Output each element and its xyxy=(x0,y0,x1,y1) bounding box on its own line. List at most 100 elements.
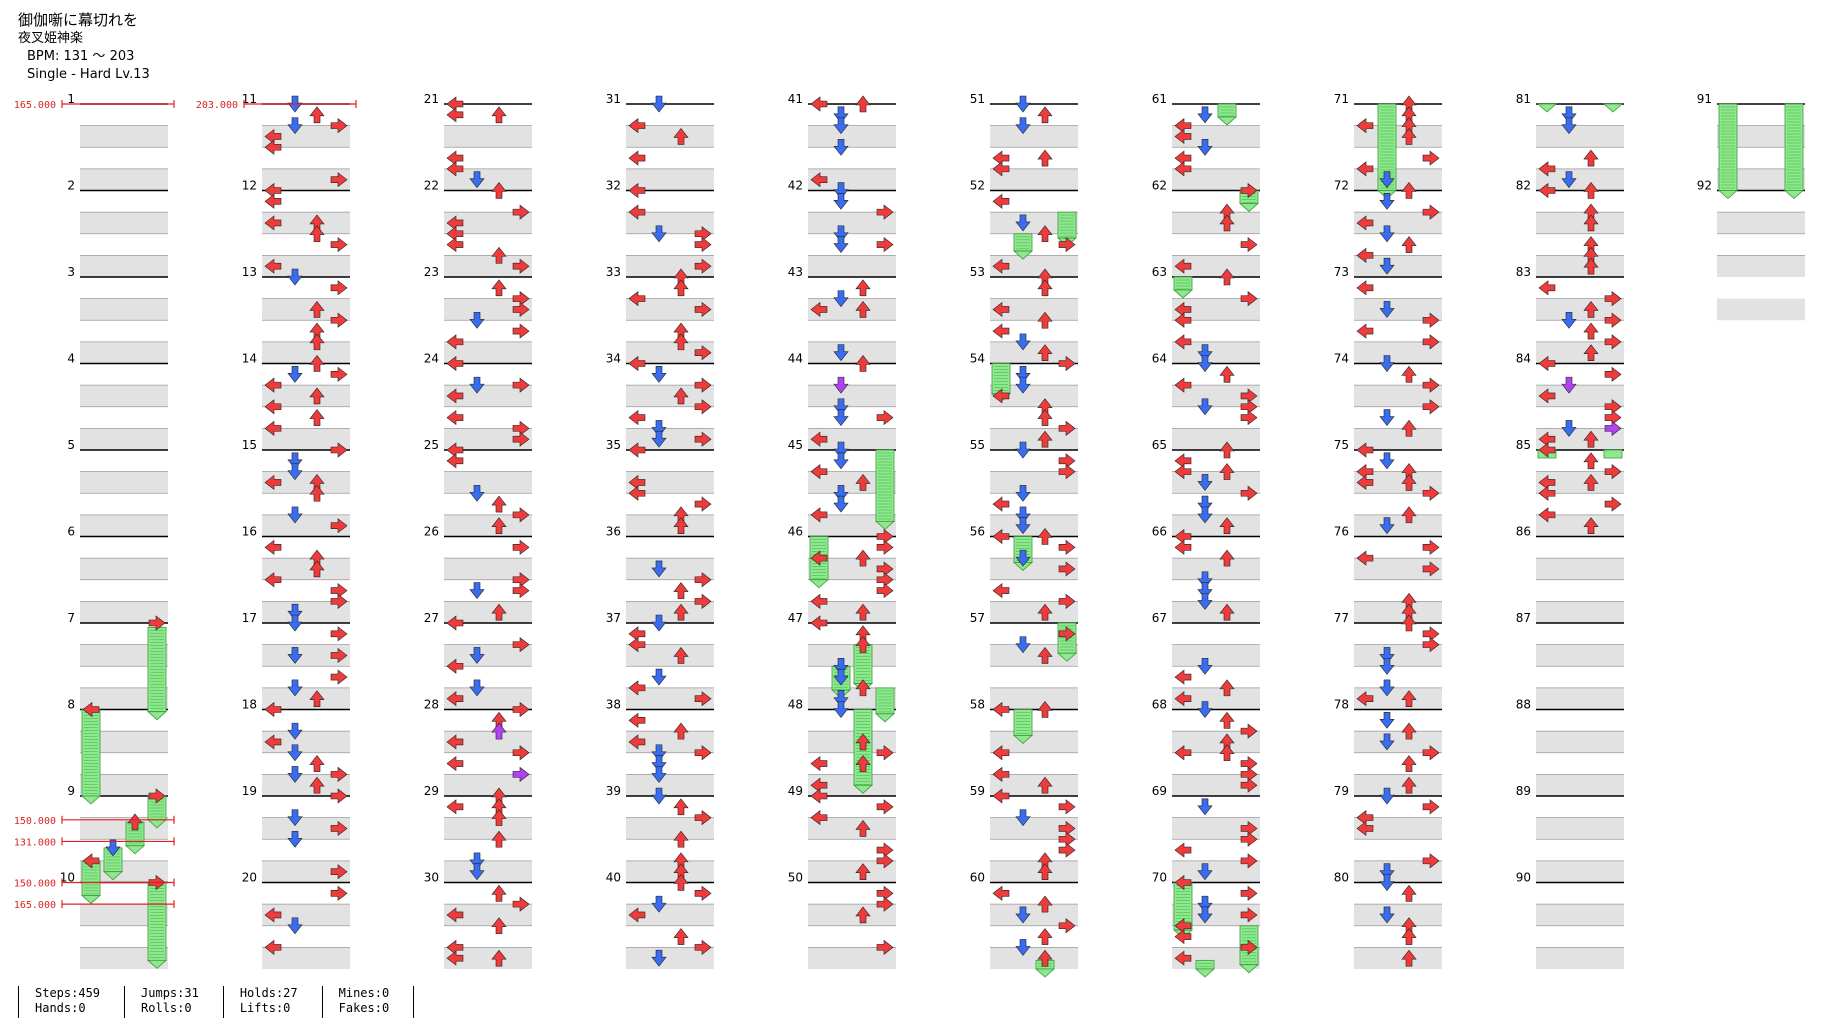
arrow-shape xyxy=(651,430,667,448)
arrow-shape xyxy=(673,387,689,405)
step-arrow xyxy=(1174,918,1192,934)
arrow-shape xyxy=(1015,117,1031,135)
step-arrow xyxy=(446,334,464,350)
measure-number: 60 xyxy=(970,871,985,885)
step-arrow xyxy=(992,582,1010,599)
step-arrow xyxy=(673,387,689,405)
step-arrow xyxy=(446,355,464,372)
arrow-shape xyxy=(992,582,1010,599)
step-arrow xyxy=(446,453,464,469)
step-arrow xyxy=(1422,637,1440,653)
hold-tail xyxy=(852,784,874,794)
stat-holds: Holds:27 xyxy=(239,986,298,1000)
beat-band xyxy=(1536,644,1624,667)
step-arrow xyxy=(446,907,464,923)
arrow-shape xyxy=(1356,550,1374,566)
step-arrow xyxy=(1219,214,1235,232)
arrow-shape xyxy=(1422,485,1440,501)
arrow-shape xyxy=(1401,928,1417,945)
beat-band xyxy=(262,947,350,969)
step-arrow xyxy=(309,560,325,578)
arrow-shape xyxy=(992,745,1010,761)
arrow-shape xyxy=(992,528,1010,545)
arrow-shape xyxy=(1015,333,1031,351)
step-arrow xyxy=(446,236,464,253)
beat-band xyxy=(1172,255,1260,277)
arrow-shape xyxy=(694,236,712,253)
arrow-shape xyxy=(694,399,712,415)
arrow-shape xyxy=(1401,182,1417,199)
arrow-shape xyxy=(1058,539,1076,555)
step-arrow xyxy=(1401,473,1417,491)
arrow-shape xyxy=(1604,291,1622,307)
step-arrow xyxy=(855,603,871,621)
beat-band xyxy=(626,947,714,969)
arrow-shape xyxy=(673,279,689,297)
arrow-shape xyxy=(876,204,894,220)
beat-band xyxy=(1172,514,1260,537)
arrow-shape xyxy=(1379,257,1395,275)
arrow-shape xyxy=(1219,441,1235,459)
arrow-shape xyxy=(1219,268,1235,286)
step-arrow xyxy=(309,300,325,318)
arrow-shape xyxy=(287,679,303,697)
step-arrow xyxy=(1379,452,1395,470)
beat-band xyxy=(990,731,1078,753)
arrow-shape xyxy=(1422,150,1440,166)
beat-band xyxy=(80,125,168,148)
arrow-shape xyxy=(673,874,689,891)
arrow-shape xyxy=(309,333,325,351)
arrow-shape xyxy=(1538,485,1556,501)
step-arrow xyxy=(855,819,871,837)
hold-tail xyxy=(1194,968,1216,978)
measure-number: 56 xyxy=(970,525,985,539)
arrow-shape xyxy=(127,813,143,831)
arrow-shape xyxy=(876,582,894,599)
step-arrow xyxy=(1240,409,1258,426)
beat-band xyxy=(1536,774,1624,796)
step-arrow xyxy=(855,549,871,567)
measure-26: 26 xyxy=(424,525,532,623)
step-arrow xyxy=(1015,809,1031,827)
arrow-shape xyxy=(992,150,1010,166)
beat-band xyxy=(808,860,896,883)
arrow-shape xyxy=(628,118,646,134)
step-arrow xyxy=(876,539,894,555)
arrow-shape xyxy=(1379,409,1395,427)
beat-band xyxy=(444,385,532,407)
arrow-shape xyxy=(446,691,464,707)
beat-band xyxy=(626,471,714,494)
arrow-shape xyxy=(1401,419,1417,437)
step-arrow xyxy=(992,788,1010,804)
step-arrow xyxy=(1561,420,1577,437)
step-arrow xyxy=(855,636,871,653)
arrow-shape xyxy=(1037,409,1053,426)
beat-band xyxy=(808,731,896,753)
step-arrow xyxy=(1058,355,1076,372)
arrow-shape xyxy=(833,701,849,718)
step-arrow xyxy=(1379,193,1395,210)
step-arrow xyxy=(1356,474,1374,491)
step-arrow xyxy=(1174,258,1192,274)
step-arrow xyxy=(1197,895,1213,913)
measure-number: 88 xyxy=(1516,698,1531,712)
arrow-shape xyxy=(1379,355,1395,372)
beat-band xyxy=(808,514,896,537)
step-arrow xyxy=(127,813,143,831)
step-arrow xyxy=(651,225,667,243)
step-arrow xyxy=(287,117,303,135)
step-arrow xyxy=(992,161,1010,177)
arrow-shape xyxy=(1561,311,1577,329)
arrow-shape xyxy=(1219,214,1235,232)
arrow-shape xyxy=(1197,895,1213,913)
measure-25: 25 xyxy=(424,438,532,537)
step-arrow xyxy=(330,172,348,188)
arrow-shape xyxy=(1538,355,1556,372)
measure-9: 9 xyxy=(67,784,168,883)
step-arrow xyxy=(1401,690,1417,707)
arrow-shape xyxy=(446,658,464,674)
arrow-shape xyxy=(1219,603,1235,621)
arrow-shape xyxy=(469,679,485,697)
beat-band xyxy=(990,687,1078,710)
step-arrow xyxy=(1604,464,1622,480)
